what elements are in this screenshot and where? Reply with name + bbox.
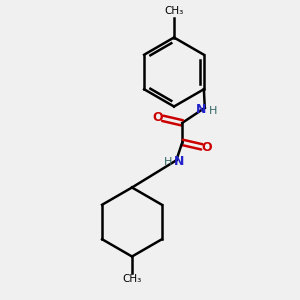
Text: O: O <box>152 111 163 124</box>
Text: N: N <box>196 103 206 116</box>
Text: H: H <box>209 106 218 116</box>
Text: N: N <box>174 155 184 168</box>
Text: H: H <box>164 157 172 167</box>
Text: CH₃: CH₃ <box>164 7 184 16</box>
Text: O: O <box>202 141 212 154</box>
Text: CH₃: CH₃ <box>122 274 142 284</box>
